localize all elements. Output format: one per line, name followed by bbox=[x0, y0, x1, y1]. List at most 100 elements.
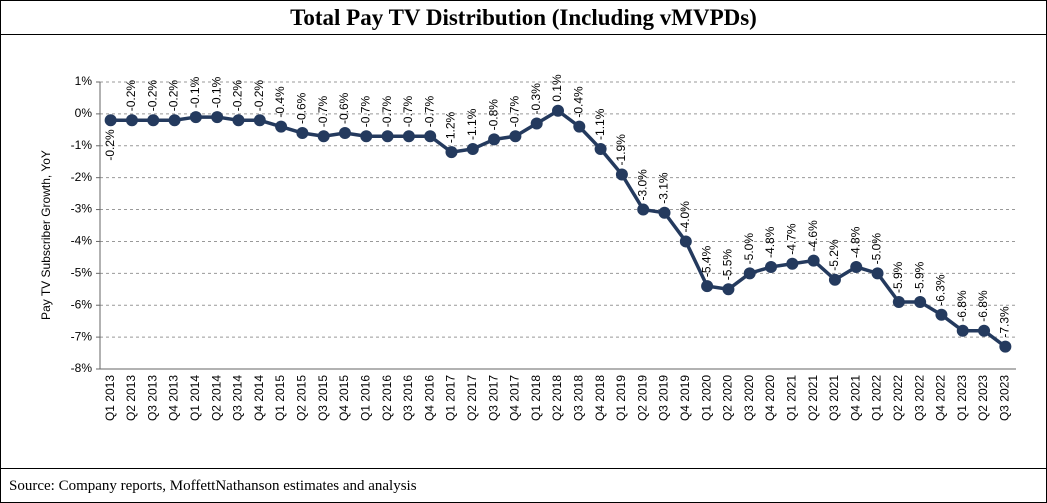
data-point bbox=[786, 257, 799, 270]
x-tick-label: Q2 2016 bbox=[380, 375, 394, 421]
data-point bbox=[104, 114, 117, 127]
value-label: -5.0% bbox=[742, 233, 756, 265]
value-label: -1.9% bbox=[614, 134, 628, 166]
data-point bbox=[765, 260, 778, 273]
data-point bbox=[232, 114, 245, 127]
value-label: 0.1% bbox=[550, 74, 564, 102]
value-label: -5.0% bbox=[870, 233, 884, 265]
value-label: -1.2% bbox=[444, 111, 458, 143]
value-label: -0.7% bbox=[316, 96, 330, 128]
value-label: -0.6% bbox=[337, 92, 351, 124]
x-tick-label: Q1 2013 bbox=[103, 375, 117, 421]
x-tick-label: Q3 2022 bbox=[912, 375, 926, 421]
y-axis-title: Pay TV Subscriber Growth, YoY bbox=[39, 150, 53, 320]
data-point bbox=[530, 117, 543, 130]
value-label: -6.8% bbox=[955, 290, 969, 322]
x-tick-label: Q2 2015 bbox=[295, 375, 309, 421]
data-point bbox=[466, 142, 479, 155]
data-point bbox=[275, 120, 288, 133]
x-tick-label: Q3 2023 bbox=[998, 375, 1012, 421]
data-point bbox=[552, 104, 564, 117]
x-tick-label: Q3 2020 bbox=[742, 375, 756, 421]
value-label: -0.2% bbox=[252, 80, 266, 112]
value-label: -0.8% bbox=[486, 99, 500, 131]
data-point bbox=[147, 114, 160, 127]
value-label: -5.5% bbox=[721, 249, 735, 281]
data-point bbox=[189, 111, 202, 124]
value-label: -0.2% bbox=[167, 80, 181, 112]
data-point bbox=[594, 142, 607, 155]
data-point bbox=[637, 203, 650, 216]
data-point bbox=[743, 267, 756, 280]
x-tick-label: Q2 2014 bbox=[209, 375, 223, 421]
y-tick-label: -5% bbox=[71, 266, 93, 280]
value-label: -5.4% bbox=[699, 245, 713, 277]
data-point bbox=[573, 120, 586, 133]
value-label: -0.6% bbox=[295, 92, 309, 124]
value-label: -0.1% bbox=[188, 76, 202, 108]
value-label: -5.9% bbox=[912, 261, 926, 293]
x-tick-label: Q2 2022 bbox=[891, 375, 905, 421]
y-tick-label: -7% bbox=[71, 329, 93, 343]
x-tick-label: Q3 2019 bbox=[657, 375, 671, 421]
x-tick-label: Q4 2018 bbox=[593, 375, 607, 421]
value-label: -0.7% bbox=[358, 96, 372, 128]
x-tick-label: Q4 2022 bbox=[934, 375, 948, 421]
data-point bbox=[978, 324, 991, 337]
value-label: -0.2% bbox=[103, 129, 117, 161]
data-point bbox=[615, 168, 628, 181]
x-tick-label: Q3 2017 bbox=[486, 375, 500, 421]
data-point bbox=[956, 324, 969, 337]
chart-title: Total Pay TV Distribution (Including vMV… bbox=[1, 1, 1046, 35]
value-label: -1.1% bbox=[593, 108, 607, 140]
x-tick-label: Q4 2019 bbox=[678, 375, 692, 421]
x-tick-label: Q3 2015 bbox=[316, 375, 330, 421]
y-tick-label: -8% bbox=[71, 361, 93, 375]
value-label: -0.4% bbox=[571, 86, 585, 118]
value-label: -4.8% bbox=[848, 226, 862, 258]
x-tick-label: Q4 2016 bbox=[422, 375, 436, 421]
value-label: -0.2% bbox=[145, 80, 159, 112]
y-tick-label: -3% bbox=[71, 202, 93, 216]
x-tick-label: Q2 2023 bbox=[976, 375, 990, 421]
data-point bbox=[999, 340, 1012, 353]
x-tick-label: Q3 2014 bbox=[231, 375, 245, 421]
value-label: -0.7% bbox=[380, 96, 394, 128]
data-point bbox=[125, 114, 138, 127]
y-tick-label: 1% bbox=[75, 74, 93, 88]
x-tick-label: Q1 2021 bbox=[784, 375, 798, 421]
value-label: -5.9% bbox=[891, 261, 905, 293]
x-tick-label: Q2 2021 bbox=[806, 375, 820, 421]
x-tick-label: Q1 2014 bbox=[188, 375, 202, 421]
value-label: -0.7% bbox=[508, 96, 522, 128]
data-point bbox=[679, 235, 692, 248]
x-tick-label: Q1 2020 bbox=[699, 375, 713, 421]
data-point bbox=[211, 111, 224, 124]
data-point bbox=[168, 114, 181, 127]
x-tick-label: Q3 2016 bbox=[401, 375, 415, 421]
value-label: -4.0% bbox=[678, 201, 692, 233]
x-tick-label: Q1 2015 bbox=[273, 375, 287, 421]
data-point bbox=[402, 130, 415, 143]
data-point bbox=[253, 114, 266, 127]
value-label: -6.8% bbox=[976, 290, 990, 322]
value-label: -6.3% bbox=[934, 274, 948, 306]
data-point bbox=[701, 280, 714, 293]
value-label: -0.1% bbox=[209, 76, 223, 108]
value-label: -0.3% bbox=[529, 83, 543, 115]
x-tick-label: Q4 2021 bbox=[848, 375, 862, 421]
data-point bbox=[381, 130, 394, 143]
data-point bbox=[828, 273, 841, 286]
value-label: -0.7% bbox=[401, 96, 415, 128]
data-point bbox=[488, 133, 501, 146]
x-tick-label: Q2 2013 bbox=[124, 375, 138, 421]
x-tick-label: Q4 2013 bbox=[167, 375, 181, 421]
data-point bbox=[807, 254, 820, 267]
value-label: -4.8% bbox=[763, 226, 777, 258]
y-tick-label: -1% bbox=[71, 138, 93, 152]
value-label: -4.6% bbox=[806, 220, 820, 252]
data-point bbox=[445, 146, 458, 159]
chart: Pay TV Subscriber Growth, YoY 1% 0% -1% -2%… bbox=[39, 74, 1016, 421]
x-tick-label: Q1 2022 bbox=[870, 375, 884, 421]
